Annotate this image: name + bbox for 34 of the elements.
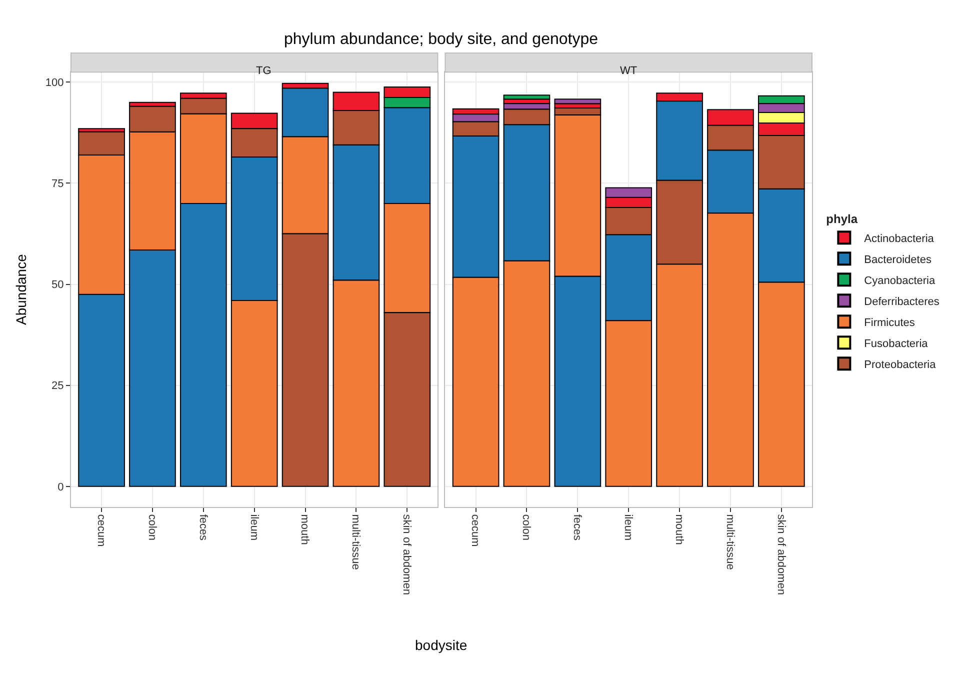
legend-label: Bacteroidetes <box>864 254 932 266</box>
x-tick-label: skin of abdomen <box>400 514 413 595</box>
text: Deferribacteres <box>864 296 940 308</box>
chart-title: phylum abundance; body site, and genotype <box>284 31 598 48</box>
x-tick-label: skin of abdomen <box>774 514 787 595</box>
legend-label: Firmicutes <box>864 316 916 329</box>
y-axis-title: Abundance <box>13 254 30 325</box>
y-tick-label: 50 <box>52 279 64 292</box>
y-tick-label: 75 <box>52 178 64 190</box>
text: Fusobacteria <box>864 338 929 350</box>
x-tick-label: feces <box>196 514 209 542</box>
x-tick-label: feces <box>571 514 584 542</box>
y-tick-label: 25 <box>52 380 64 392</box>
x-axis-title: bodysite <box>415 637 468 653</box>
x-tick-label: colon <box>146 514 158 541</box>
y-tick-label: 0 <box>58 481 64 494</box>
legend-title: phyla <box>826 212 858 226</box>
x-tick-label: cecum <box>94 514 107 547</box>
x-tick-label: ileum <box>622 514 634 541</box>
chart-subtitle: TG <box>256 65 272 77</box>
legend-label: Actinobacteria <box>864 232 935 245</box>
legend-label: Proteobacteria <box>864 358 937 371</box>
x-tick-label: cecum <box>469 514 482 547</box>
x-tick-label: multi-tissue <box>350 514 362 570</box>
legend-label: Cyanobacteria <box>864 274 936 287</box>
x-tick-label: multi-tissue <box>724 514 736 570</box>
chart-subtitle: WT <box>620 65 638 77</box>
x-tick-label: mouth <box>298 514 311 545</box>
y-tick-label: 100 <box>45 77 64 90</box>
x-tick-label: mouth <box>672 514 685 545</box>
x-tick-label: colon <box>520 514 532 541</box>
bar <box>503 94 550 100</box>
bar <box>554 98 602 104</box>
x-tick-label: ileum <box>248 514 260 541</box>
